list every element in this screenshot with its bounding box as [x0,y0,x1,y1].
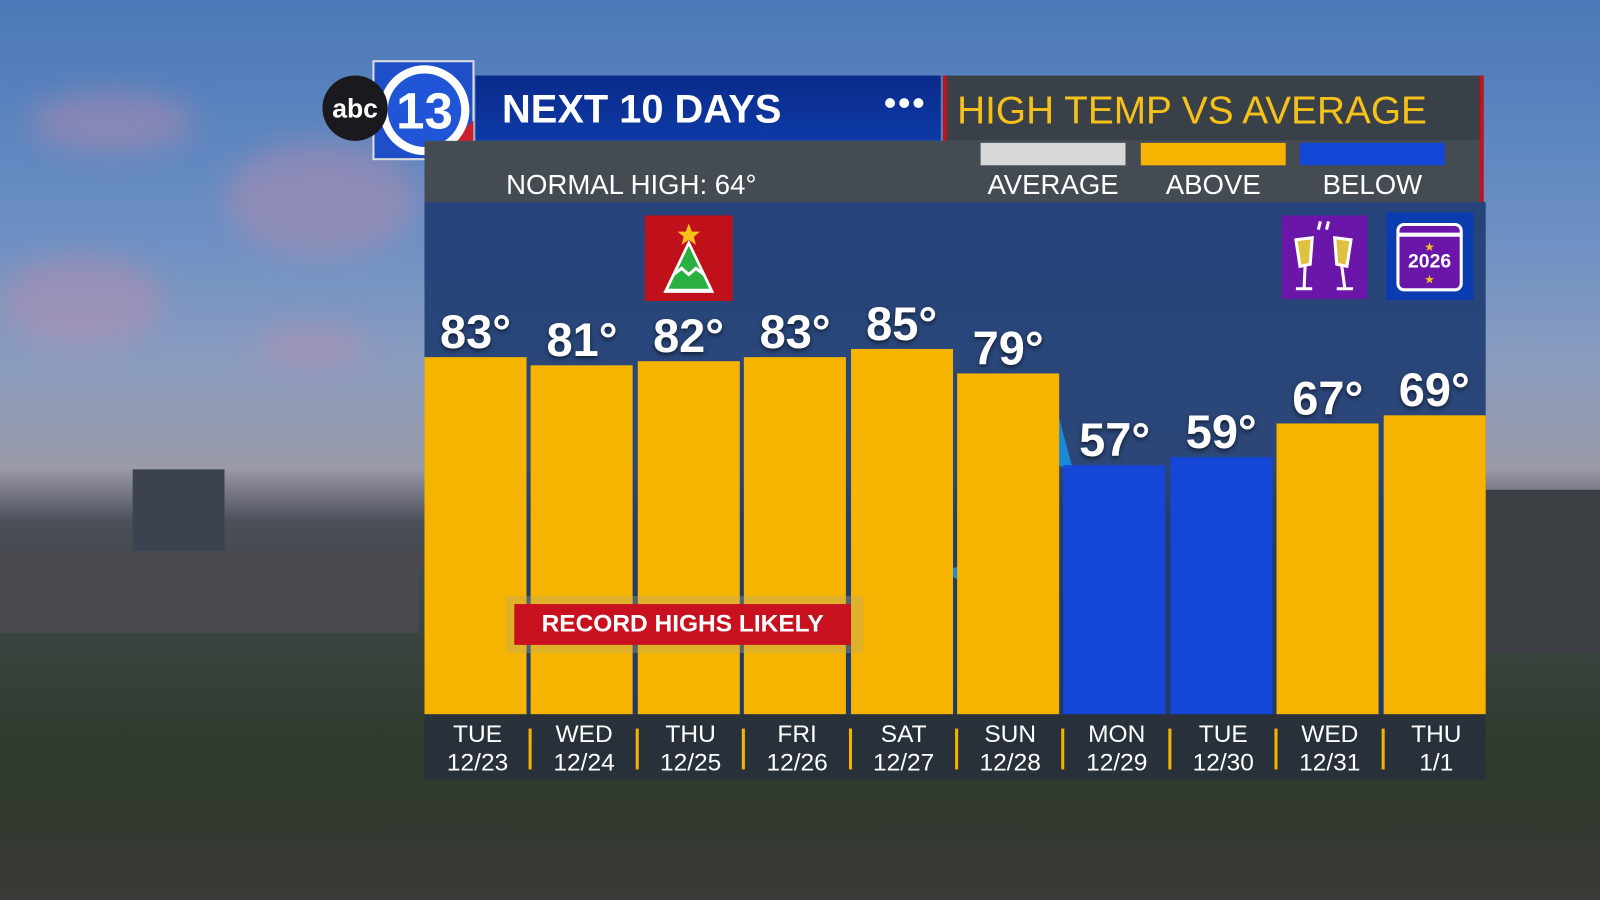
legend-label-above: ABOVE [1165,169,1261,200]
day-label: WED 12/24 [531,720,637,777]
weekday: SAT [880,720,927,748]
bar-3 [744,357,847,715]
weekday: TUE [453,720,503,748]
day-label: TUE 12/30 [1170,720,1276,777]
date: 12/25 [659,748,722,777]
date: 12/24 [553,748,615,777]
bar-0 [424,357,527,715]
weekday: WED [555,720,613,748]
chart-title: HIGH TEMP VS AVERAGE [957,89,1427,133]
legend-swatch-below [1299,142,1445,166]
svg-text:abc: abc [332,93,378,123]
bar-5 [957,373,1060,715]
separator [528,728,533,770]
bar-7 [1170,456,1273,715]
value-label: 57° [1079,413,1151,467]
separator [848,728,852,770]
bar-4 [850,348,953,715]
date: 12/28 [979,748,1041,777]
separator [635,728,639,770]
day-label: SUN 12/28 [957,720,1063,777]
value-label: 69° [1398,363,1470,417]
legend-swatch-above [1140,142,1286,166]
date: 12/27 [873,748,935,777]
normal-high: NORMAL HIGH: 64° [506,169,757,200]
title: NEXT 10 DAYS [502,87,782,132]
weekday: THU [665,720,716,748]
day-label: MON 12/29 [1064,720,1170,777]
weekday: MON [1088,720,1146,748]
separator [1061,728,1065,770]
bar-1 [531,365,634,715]
bar-6 [1063,465,1166,715]
dots-icon: ••• [883,83,927,123]
value-label: 83° [440,305,511,359]
legend-label-average: AVERAGE [987,169,1119,200]
day-label: WED 12/31 [1277,720,1383,777]
date: 12/26 [766,748,828,777]
bar-9 [1383,415,1486,715]
date: 1/1 [1419,748,1454,777]
weekday: WED [1301,720,1359,748]
date: 12/29 [1086,748,1148,777]
christmas-tree-icon [644,215,733,306]
value-label: 85° [866,296,938,350]
bar-2 [637,361,740,715]
separator [1274,728,1278,770]
subtitle-bar: HIGH TEMP VS AVERAGE [942,75,1484,141]
legend-bar: NORMAL HIGH: 64° AVERAGE ABOVE BELOW [424,140,1484,203]
record-highs-banner: RECORD HIGHS LIKELY [506,595,864,654]
title-bar: NEXT 10 DAYS ••• [475,75,941,141]
weekday: TUE [1198,720,1248,748]
day-label: THU 1/1 [1383,720,1489,777]
svg-text:★: ★ [1424,273,1435,287]
date: 12/23 [446,748,509,777]
svg-text:13: 13 [396,83,453,140]
weekday: FRI [777,720,817,748]
weekday: THU [1411,720,1462,748]
separator [955,728,959,770]
date: 12/30 [1192,748,1254,777]
separator [1381,728,1385,770]
separator [1168,728,1172,770]
day-label: TUE 12/23 [424,720,530,777]
legend-swatch-average [980,142,1126,166]
svg-text:★: ★ [1424,240,1435,254]
legend-label-below: BELOW [1322,169,1423,200]
day-label: SAT 12/27 [851,720,957,777]
date: 12/31 [1299,748,1361,777]
weekday: SUN [984,720,1037,748]
value-label: 83° [759,305,831,359]
bar-8 [1276,423,1379,715]
value-label: 67° [1292,371,1364,425]
svg-text:2026: 2026 [1408,250,1451,272]
champagne-toast-icon [1281,215,1368,304]
record-highs-text: RECORD HIGHS LIKELY [514,604,852,645]
day-label: THU 12/25 [638,720,744,777]
x-axis: TUE 12/23 WED 12/24 THU 12/25 FRI 12/26 SAT 12/27… [424,714,1486,780]
value-label: 82° [653,309,725,363]
value-label: 81° [546,313,618,367]
day-label: FRI 12/26 [744,720,850,777]
value-label: 79° [972,321,1044,375]
calendar-2026-icon: 2026 ★ ★ [1385,212,1474,305]
separator [742,728,746,770]
value-label: 59° [1185,404,1257,458]
